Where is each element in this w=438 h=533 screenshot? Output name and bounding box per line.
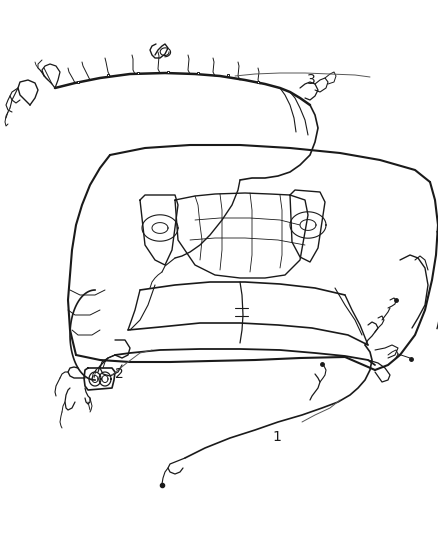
- Text: 3: 3: [307, 73, 315, 87]
- Text: 1: 1: [272, 430, 280, 444]
- Text: 2: 2: [115, 367, 124, 381]
